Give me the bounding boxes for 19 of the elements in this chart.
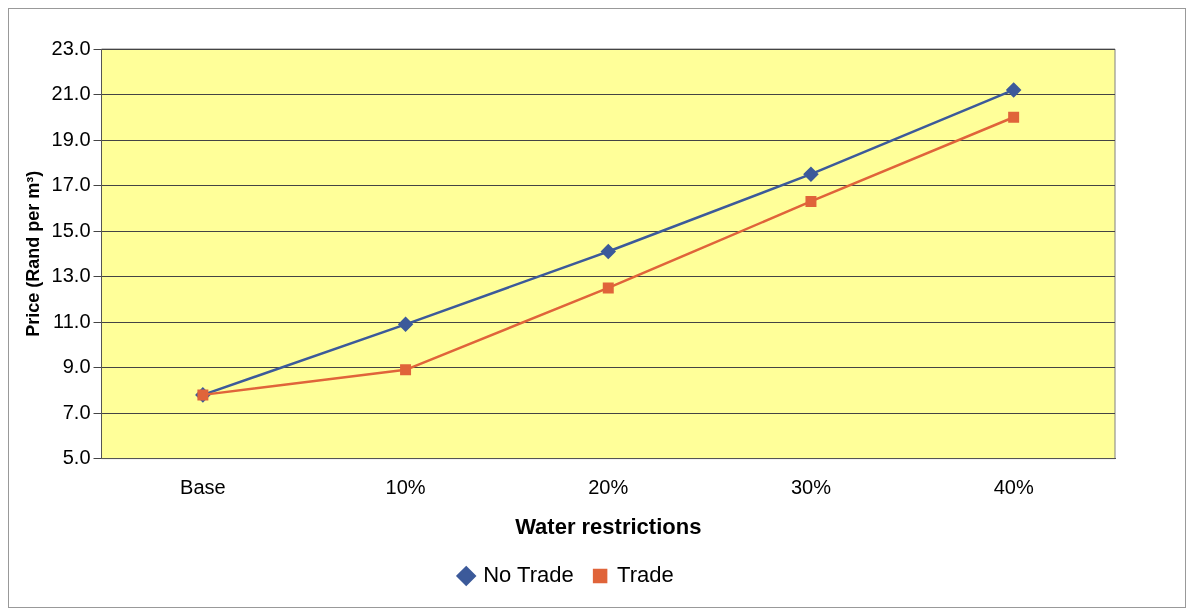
y-axis-title: Price (Rand per m³)	[22, 170, 43, 337]
y-tick-label: 15.0	[51, 218, 91, 241]
x-tick-label: 40%	[993, 476, 1034, 499]
x-axis-title: Water restrictions	[515, 513, 702, 539]
y-tick-label: 11.0	[53, 309, 91, 332]
y-tick-label: 13.0	[51, 264, 91, 287]
x-tick-label: 10%	[385, 476, 426, 499]
legend-label: Trade	[617, 562, 674, 588]
x-tick-label: 20%	[588, 476, 629, 499]
x-tick-label: Base	[180, 476, 226, 499]
y-tick-label: 19.0	[51, 127, 91, 150]
x-tick-label: 30%	[790, 476, 832, 499]
y-tick-label: 23.0	[51, 36, 91, 59]
y-tick-label: 21.0	[51, 82, 91, 105]
y-tick-label: 9.0	[62, 355, 91, 378]
y-tick-label: 7.0	[62, 400, 91, 423]
y-tick-label: 17.0	[51, 173, 91, 196]
y-tick-label: 5.0	[62, 446, 91, 469]
legend-label: No Trade	[483, 562, 574, 588]
